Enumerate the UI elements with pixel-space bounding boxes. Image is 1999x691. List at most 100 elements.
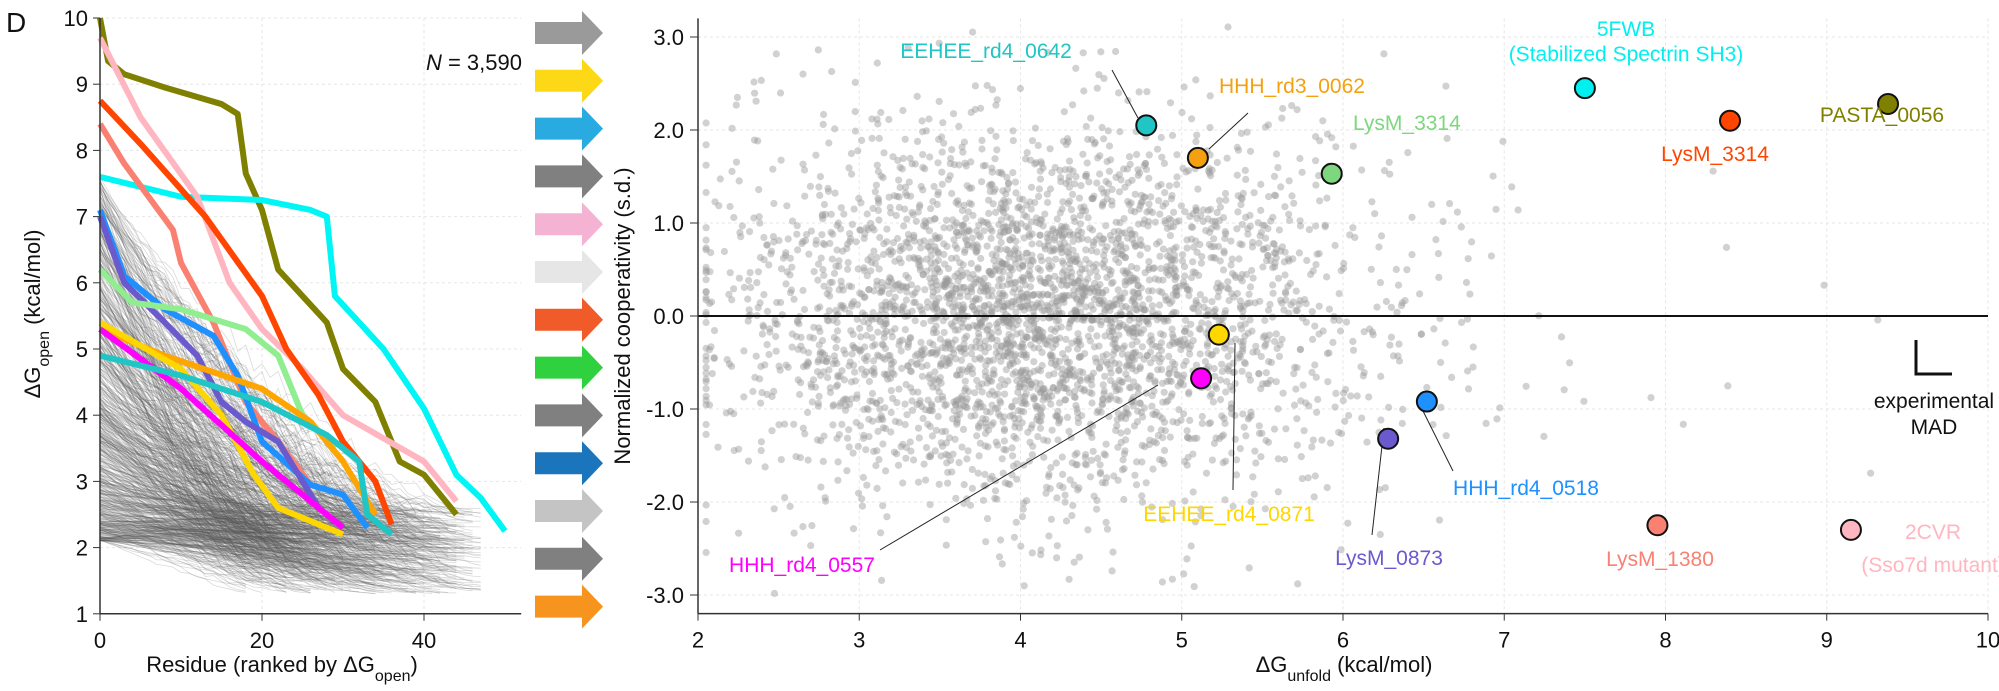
data-point xyxy=(1238,347,1247,355)
data-point xyxy=(1086,224,1094,232)
data-point xyxy=(1238,325,1246,333)
data-point xyxy=(1090,238,1098,246)
background-curve xyxy=(99,464,457,550)
data-point xyxy=(1112,240,1120,248)
data-point xyxy=(1061,491,1069,499)
data-point xyxy=(758,389,766,397)
data-point xyxy=(1002,336,1011,344)
data-point xyxy=(1212,434,1220,442)
data-point xyxy=(1056,209,1064,217)
data-point xyxy=(1047,308,1055,316)
data-point xyxy=(1269,281,1277,289)
data-point xyxy=(1281,455,1289,464)
data-point xyxy=(927,258,935,267)
data-point xyxy=(1381,484,1389,492)
background-curve xyxy=(99,368,360,563)
data-point xyxy=(1143,352,1151,360)
data-point xyxy=(988,401,996,409)
data-point xyxy=(1170,264,1178,272)
data-point xyxy=(1031,124,1039,132)
data-point xyxy=(1051,163,1059,172)
data-point xyxy=(1012,244,1020,252)
data-point xyxy=(1043,301,1051,309)
background-curve xyxy=(99,333,287,577)
data-point xyxy=(1216,376,1225,384)
data-point xyxy=(1000,437,1009,445)
data-point xyxy=(976,439,984,447)
data-point xyxy=(1043,190,1051,198)
background-curve xyxy=(99,314,246,546)
data-point xyxy=(992,132,1000,140)
data-point xyxy=(1167,195,1176,203)
data-point xyxy=(1036,380,1044,388)
data-point xyxy=(1115,331,1123,339)
data-point xyxy=(881,344,890,353)
data-point xyxy=(986,267,994,275)
data-point xyxy=(1024,304,1033,312)
data-point xyxy=(1267,257,1275,265)
data-point xyxy=(1129,328,1137,336)
data-point xyxy=(1011,178,1020,186)
data-point xyxy=(1148,336,1156,344)
data-point xyxy=(880,334,888,342)
data-point xyxy=(956,395,965,403)
data-point xyxy=(976,354,984,362)
data-point xyxy=(855,489,863,497)
data-point xyxy=(1210,307,1218,315)
data-point xyxy=(868,334,876,342)
data-point xyxy=(872,181,881,189)
data-point xyxy=(1335,290,1343,298)
data-point xyxy=(936,362,945,370)
data-point xyxy=(1025,326,1033,334)
data-point xyxy=(956,371,964,379)
data-point xyxy=(1321,223,1329,231)
data-point xyxy=(1277,296,1285,304)
data-point xyxy=(1080,316,1088,324)
background-curve xyxy=(99,459,384,567)
data-point xyxy=(1054,436,1062,444)
data-point xyxy=(860,354,869,362)
data-point xyxy=(849,341,857,350)
data-point xyxy=(860,293,868,301)
background-curve xyxy=(99,242,319,581)
data-point xyxy=(988,472,996,480)
data-point xyxy=(727,407,735,415)
data-point xyxy=(1195,325,1203,333)
data-point xyxy=(910,231,918,239)
data-point xyxy=(1137,329,1145,337)
data-point xyxy=(997,399,1005,407)
data-point xyxy=(814,402,822,410)
data-point xyxy=(925,227,934,235)
background-curve xyxy=(99,432,287,549)
data-point xyxy=(702,420,710,429)
data-point xyxy=(954,277,962,285)
data-point xyxy=(1106,271,1114,279)
background-curve xyxy=(99,227,319,573)
data-point xyxy=(930,377,938,385)
data-point xyxy=(1171,266,1179,274)
data-point xyxy=(1200,303,1208,311)
data-point xyxy=(1073,409,1082,417)
data-point xyxy=(1053,297,1062,305)
background-curve xyxy=(99,441,311,594)
data-point xyxy=(993,245,1001,253)
data-point xyxy=(1069,101,1077,109)
data-point xyxy=(956,283,964,291)
data-point xyxy=(945,434,954,442)
data-point xyxy=(1277,183,1285,191)
data-point xyxy=(948,189,956,198)
data-point xyxy=(1096,152,1104,160)
data-point xyxy=(1223,377,1231,386)
background-curve xyxy=(99,468,319,591)
data-point xyxy=(799,363,808,371)
data-point xyxy=(978,318,986,326)
y-tick-label: 7 xyxy=(76,205,88,230)
data-point xyxy=(1271,337,1279,346)
data-point xyxy=(951,326,959,334)
data-point xyxy=(1014,407,1023,415)
data-point xyxy=(973,247,981,255)
data-point xyxy=(1108,357,1116,365)
data-point xyxy=(1188,115,1196,123)
data-point xyxy=(882,320,890,328)
data-point xyxy=(1112,344,1120,352)
